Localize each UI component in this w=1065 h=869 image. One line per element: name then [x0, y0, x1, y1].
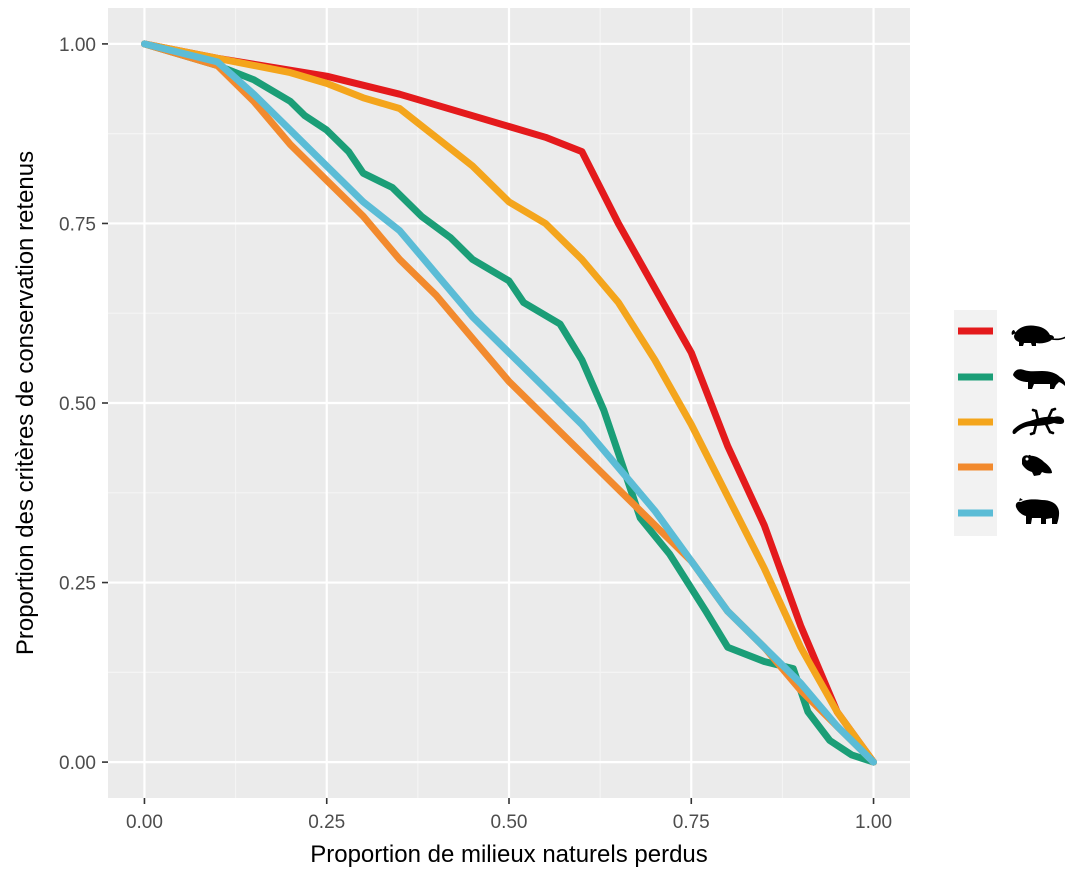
y-tick-label: 1.00 — [59, 35, 96, 56]
bear-icon — [1015, 498, 1060, 524]
y-axis-title: Proportion des critères de conservation … — [12, 151, 39, 655]
legend — [954, 310, 1065, 536]
y-tick-label: 0.50 — [59, 394, 96, 415]
x-tick-label: 0.25 — [308, 812, 345, 833]
series-lines — [141, 40, 877, 766]
x-tick-label: 1.00 — [855, 812, 892, 833]
y-tick-label: 0.75 — [59, 214, 96, 235]
salamander-icon — [1012, 407, 1065, 436]
x-tick-label: 0.50 — [491, 812, 528, 833]
y-axis: 0.00 0.25 0.50 0.75 1.00 — [59, 35, 108, 774]
y-tick-label: 0.00 — [59, 753, 96, 774]
frog-icon — [1022, 454, 1052, 476]
major-gridlines — [108, 8, 910, 798]
series-line-salamander — [141, 40, 877, 766]
rodent-icon — [1011, 325, 1065, 346]
x-tick-label: 0.00 — [126, 812, 163, 833]
x-axis: 0.00 0.25 0.50 0.75 1.00 — [126, 798, 892, 833]
series-line-bear — [141, 40, 877, 766]
mustelid-icon — [1013, 369, 1065, 389]
x-tick-label: 0.75 — [673, 812, 710, 833]
x-axis-title: Proportion de milieux naturels perdus — [310, 841, 708, 868]
y-tick-label: 0.25 — [59, 574, 96, 595]
series-line-rodent — [141, 40, 877, 766]
